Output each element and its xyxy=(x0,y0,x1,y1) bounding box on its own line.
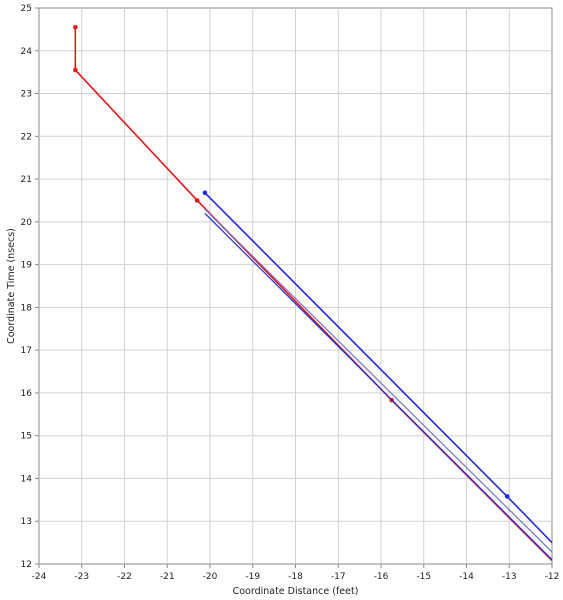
series-line-3 xyxy=(204,208,553,553)
y-tick-label: 25 xyxy=(21,4,32,14)
x-tick-label: -12 xyxy=(545,572,560,582)
x-tick-label: -13 xyxy=(502,572,517,582)
y-tick-label: 22 xyxy=(21,132,32,142)
y-tick-label: 17 xyxy=(21,346,32,356)
data-point xyxy=(194,198,200,203)
x-tick-label: -16 xyxy=(374,572,389,582)
x-axis-label: Coordinate Distance (feet) xyxy=(233,586,359,597)
y-tick-label: 14 xyxy=(21,474,33,484)
x-tick-label: -23 xyxy=(74,572,89,582)
x-tick-label: -22 xyxy=(117,572,132,582)
series-line-2 xyxy=(204,212,553,561)
x-tick-label: -20 xyxy=(203,572,218,582)
x-tick-labels: -24 -23 -22 -21 -20 -19 -18 -17 -16 -15 -14 -13 -12 xyxy=(32,564,560,582)
y-tick-label: 12 xyxy=(21,560,32,570)
x-tick-label: -24 xyxy=(32,572,47,582)
y-tick-label: 20 xyxy=(21,218,33,228)
series-group xyxy=(73,24,553,562)
y-tick-label: 13 xyxy=(21,517,32,527)
y-tick-label: 24 xyxy=(21,47,33,57)
x-tick-label: -19 xyxy=(245,572,260,582)
x-tick-label: -15 xyxy=(416,572,431,582)
y-tick-label: 23 xyxy=(21,90,32,100)
x-tick-label: -17 xyxy=(331,572,346,582)
y-axis-label: Coordinate Time (nsecs) xyxy=(6,228,17,344)
y-tick-label: 15 xyxy=(21,432,32,442)
y-tick-label: 18 xyxy=(21,303,33,313)
y-tick-label: 16 xyxy=(21,389,33,399)
grid xyxy=(39,8,552,564)
data-point xyxy=(73,67,78,73)
x-tick-label: -18 xyxy=(288,572,303,582)
x-tick-label: -21 xyxy=(160,572,175,582)
y-tick-label: 19 xyxy=(21,261,33,271)
y-tick-labels: 12 13 14 15 16 17 18 19 20 21 22 23 24 25 xyxy=(21,4,39,570)
data-point xyxy=(202,190,208,196)
data-point xyxy=(504,494,510,499)
y-tick-label: 21 xyxy=(21,175,32,185)
data-point xyxy=(73,24,78,30)
x-tick-label: -14 xyxy=(459,572,474,582)
